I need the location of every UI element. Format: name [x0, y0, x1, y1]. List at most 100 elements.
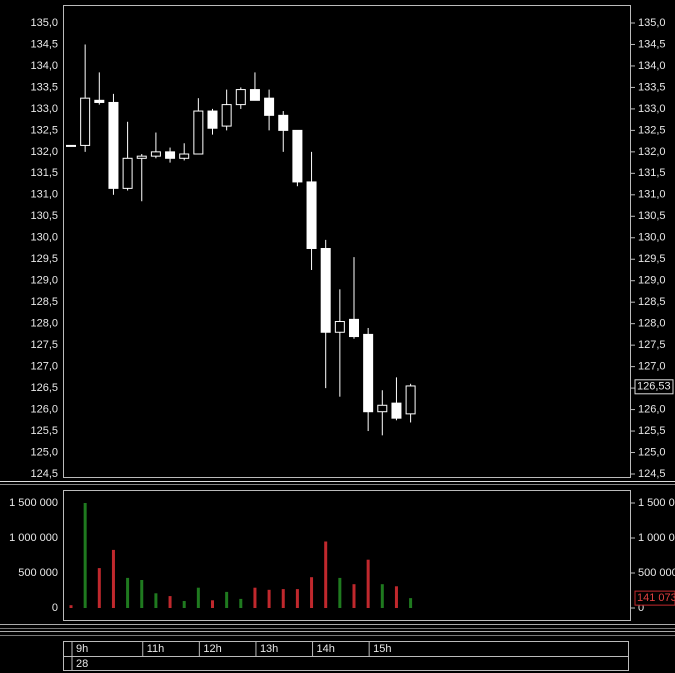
y2-tick-label: 127,0 [638, 361, 666, 373]
price-panel-frame [63, 5, 631, 478]
candle-body [122, 157, 133, 189]
y2-tick-label: 134,5 [638, 38, 666, 50]
candle-body [278, 114, 289, 131]
y2-tick-label: 130,5 [638, 210, 666, 222]
volume-bar [281, 589, 285, 608]
volume-bar [111, 549, 115, 608]
volume-bar [97, 568, 101, 608]
y2-tick-label: 133,5 [638, 81, 666, 93]
time-label: 11h [147, 643, 165, 655]
y-tick-label: 124,5 [30, 468, 58, 480]
y2-tick-label: 125,5 [638, 425, 666, 437]
y2-tick-label: 128,5 [638, 296, 666, 308]
candle-body [235, 89, 246, 106]
volume-bar [154, 593, 158, 608]
y2-tick-label: 132,5 [638, 124, 666, 136]
time-label: 9h [76, 643, 88, 655]
last-volume-box [634, 590, 675, 606]
y2-tick-label: 133,0 [638, 103, 666, 115]
y-tick-label: 131,5 [30, 167, 58, 179]
volume-bar [366, 559, 370, 608]
y2-tick-label: 124,5 [638, 468, 666, 480]
volume-bar [409, 598, 413, 608]
y-tick-label: 134,0 [30, 60, 58, 72]
time-label: 12h [203, 643, 221, 655]
y-tick-label: 131,0 [30, 189, 58, 201]
y-tick-label: 1 500 000 [9, 497, 58, 509]
y-tick-label: 0 [52, 602, 58, 614]
y2-tick-label: 130,0 [638, 232, 666, 244]
candle-body [66, 144, 76, 147]
volume-bar [394, 586, 398, 608]
last-price-box [634, 379, 674, 395]
y2-tick-label: 131,0 [638, 189, 666, 201]
candle-body [179, 153, 190, 159]
volume-bar [253, 587, 257, 608]
volume-bar [324, 541, 328, 608]
volume-bar [168, 596, 172, 608]
y-tick-label: 125,0 [30, 446, 58, 458]
candle-body [363, 333, 374, 413]
volume-bar [380, 584, 384, 608]
candle-body [193, 110, 204, 155]
time-label: 14h [317, 643, 335, 655]
last-price-label: 126,53 [637, 381, 671, 393]
volume-bar [225, 591, 229, 608]
volume-panel-frame [63, 490, 631, 621]
y2-tick-label: 128,0 [638, 318, 666, 330]
volume-bar [211, 600, 214, 608]
y-tick-label: 134,5 [30, 38, 58, 50]
candle-body [292, 129, 303, 183]
y-tick-label: 1 000 000 [9, 532, 58, 544]
y-tick-label: 132,0 [30, 146, 58, 158]
y-tick-label: 129,0 [30, 275, 58, 287]
volume-bar [352, 584, 356, 608]
volume-bar [310, 577, 314, 608]
volume-bar [83, 503, 87, 608]
candle-body [80, 97, 91, 146]
candle-body [165, 151, 176, 159]
candle-body [249, 89, 260, 101]
y-tick-label: 500 000 [18, 567, 58, 579]
y2-tick-label: 500 000 [638, 567, 675, 579]
candle-body [306, 181, 317, 249]
y-tick-label: 127,0 [30, 361, 58, 373]
y-tick-label: 128,5 [30, 296, 58, 308]
volume-bar [182, 601, 186, 608]
y-tick-label: 129,5 [30, 253, 58, 265]
y2-tick-label: 1 000 000 [638, 532, 675, 544]
candle-body [264, 97, 275, 116]
candle-body [207, 110, 218, 129]
y-tick-label: 127,5 [30, 339, 58, 351]
candle-body [377, 404, 388, 413]
y-tick-label: 130,5 [30, 210, 58, 222]
volume-bar [196, 587, 200, 608]
volume-bar [126, 577, 130, 608]
candle-body [221, 104, 232, 127]
y2-tick-label: 131,5 [638, 167, 666, 179]
y-tick-label: 133,5 [30, 81, 58, 93]
candle-body [391, 402, 402, 419]
y-tick-label: 126,0 [30, 403, 58, 415]
candle-body [94, 99, 105, 103]
y-tick-label: 128,0 [30, 318, 58, 330]
volume-bar [140, 580, 144, 608]
time-label: 13h [260, 643, 278, 655]
y2-tick-label: 129,0 [638, 275, 666, 287]
y2-tick-label: 1 500 000 [638, 497, 675, 509]
volume-bar [69, 605, 73, 608]
y2-tick-label: 135,0 [638, 17, 666, 29]
volume-bar [239, 598, 243, 608]
y2-tick-label: 125,0 [638, 446, 666, 458]
candle-body [334, 321, 345, 333]
footer-lines [0, 624, 675, 636]
volume-bar [295, 589, 299, 608]
candle-body [405, 385, 416, 415]
y2-tick-label: 132,0 [638, 146, 666, 158]
y2-tick-label: 126,0 [638, 403, 666, 415]
y2-tick-label: 134,0 [638, 60, 666, 72]
candle-body [320, 248, 331, 333]
y-tick-label: 125,5 [30, 425, 58, 437]
last-volume-label: 141 073 [637, 592, 675, 604]
